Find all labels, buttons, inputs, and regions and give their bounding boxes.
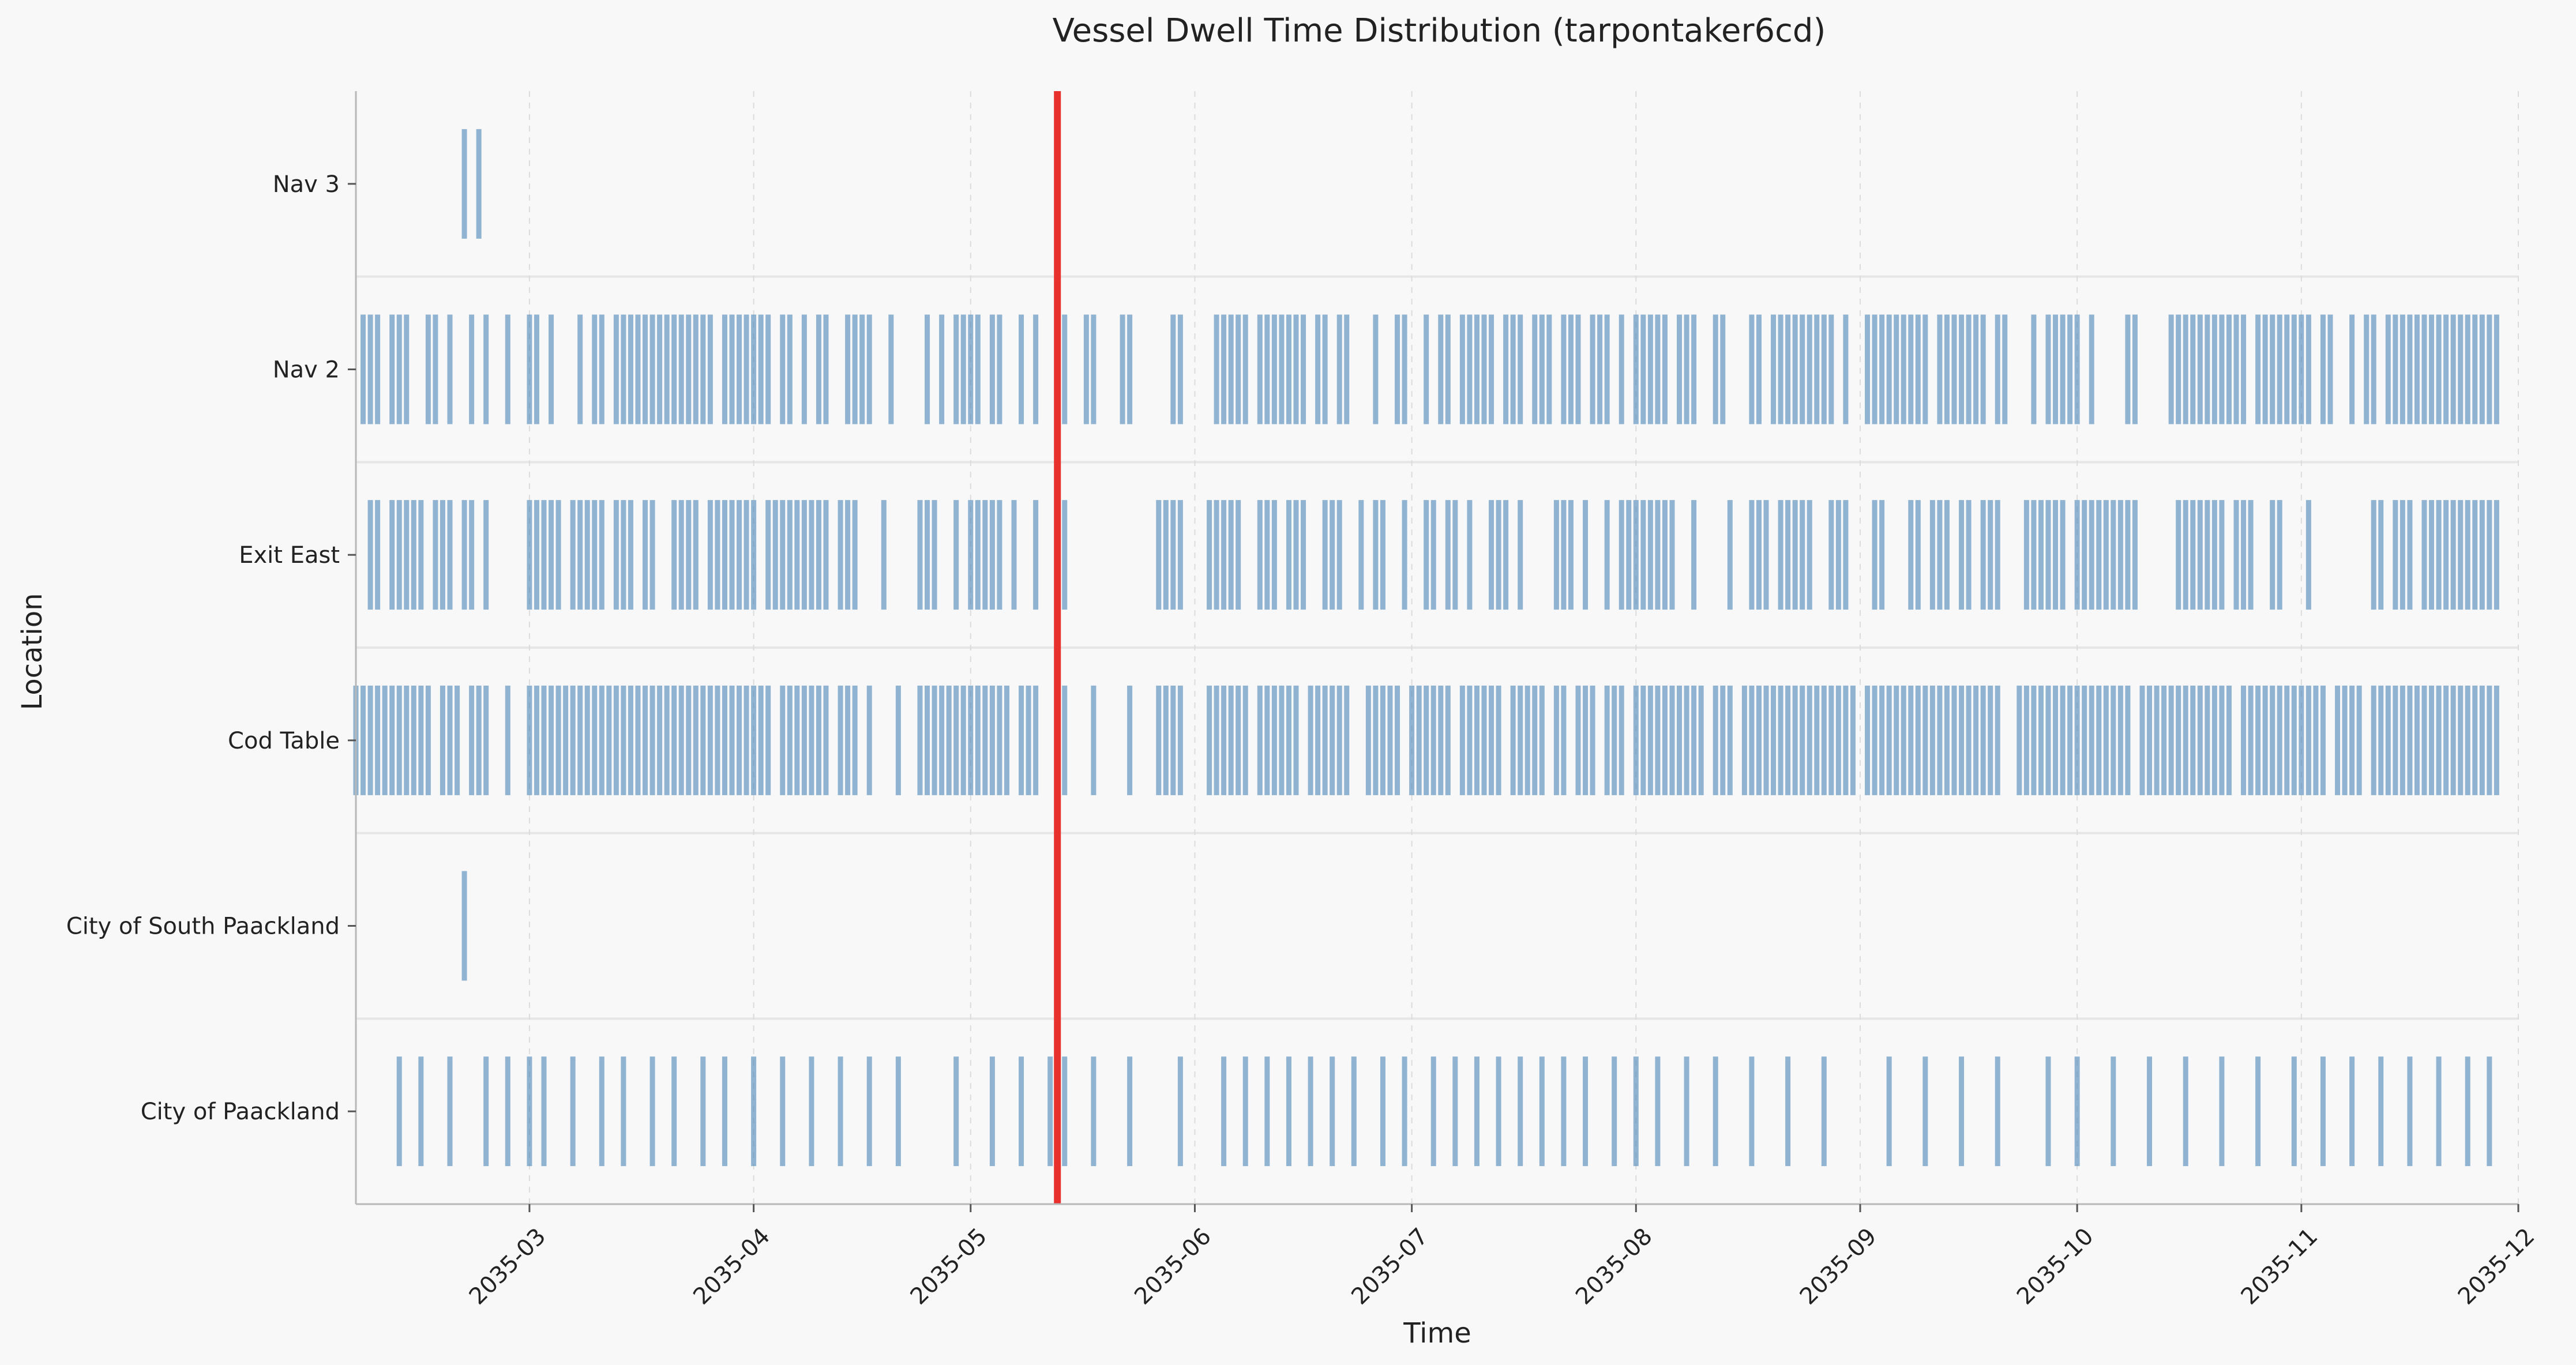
events-layer [353,129,2499,1167]
x-tick-label: 2035-09 [1795,1223,1882,1310]
x-tick-label: 2035-03 [464,1223,551,1310]
y-tick-label: Nav 3 [273,171,340,198]
x-axis-title: Time [1403,1317,1471,1349]
x-tick-label: 2035-07 [1346,1223,1433,1310]
x-tick-label: 2035-08 [1571,1223,1658,1310]
x-tick-label: 2035-06 [1129,1223,1216,1310]
x-tick-label: 2035-12 [2453,1223,2540,1310]
y-tick-label: Exit East [239,542,340,569]
y-axis-title: Location [16,593,48,710]
grid-layer [356,91,2519,1204]
y-tick-label: Nav 2 [273,357,340,383]
y-tick-label: City of Paackland [141,1099,340,1125]
y-tick-label: Cod Table [228,728,340,754]
x-tick-label: 2035-05 [905,1223,992,1310]
y-tick-label: City of South Paackland [66,913,340,940]
x-tick-labels: 2035-03 2035-04 2035-05 2035-06 2035-07 2035-… [464,1204,2540,1310]
x-tick-label: 2035-11 [2236,1223,2323,1310]
y-tick-labels: City of Paackland City of South Paackland… [66,171,356,1125]
x-tick-label: 2035-10 [2012,1223,2099,1310]
chart-title: Vessel Dwell Time Distribution (tarponta… [1053,12,1826,50]
x-tick-label: 2035-04 [688,1223,775,1310]
axes-layer [355,91,2518,1205]
